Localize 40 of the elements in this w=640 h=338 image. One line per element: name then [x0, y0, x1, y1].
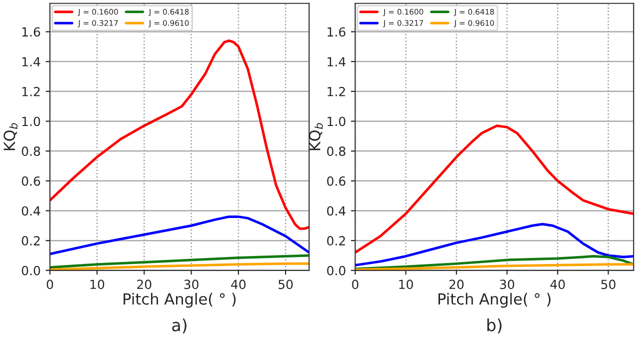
- y-tick-label: 0.2: [327, 236, 345, 246]
- x-tick-label: 30: [184, 280, 198, 290]
- x-tick-label: 10: [399, 280, 413, 290]
- x-axis-title: Pitch Angle( ° ): [124, 292, 236, 308]
- x-tick-label: 20: [137, 280, 152, 290]
- y-tick-label: 1.6: [22, 27, 40, 37]
- x-tick-label: 0: [352, 280, 358, 290]
- y-tick-label: 0.4: [22, 206, 40, 216]
- text: b): [487, 318, 502, 334]
- y-tick-label: 0.4: [327, 206, 346, 216]
- y-tick-label: 0.6: [22, 176, 40, 186]
- y-tick-label: 1.6: [328, 27, 346, 37]
- x-tick-label: 0: [46, 280, 54, 290]
- y-tick-label: 1.2: [328, 86, 345, 96]
- y-tick-label: 0.8: [22, 146, 40, 156]
- x-tick-label: 20: [449, 280, 464, 290]
- y-axis-title: KQ$_{b}$: [4, 123, 18, 150]
- y-tick-label: 0.0: [22, 266, 40, 276]
- line-series: [50, 215, 310, 256]
- y-axis-title: KQ$_{b}$: [308, 123, 323, 150]
- x-tick-label: 50: [278, 280, 293, 290]
- line-series: [355, 124, 634, 254]
- x-tick-label: 10: [90, 280, 104, 290]
- x-tick-label: 40: [550, 280, 565, 290]
- x-tick-label: 30: [500, 280, 514, 290]
- y-tick-label: 0.6: [327, 176, 346, 186]
- x-axis-title: Pitch Angle( ° ): [438, 292, 550, 308]
- y-tick-label: 1.0: [328, 116, 346, 126]
- y-tick-label: 0.0: [327, 266, 346, 276]
- line-series: [50, 39, 310, 230]
- y-tick-label: 1.4: [328, 57, 346, 66]
- y-tick-label: 0.8: [327, 146, 346, 156]
- y-tick-label: 1.0: [22, 116, 40, 126]
- x-tick-label: 40: [231, 280, 246, 290]
- x-tick-label: 50: [601, 280, 616, 290]
- text: a): [172, 318, 186, 334]
- line-series: [355, 222, 634, 266]
- y-tick-label: 1.2: [22, 86, 40, 96]
- y-tick-label: 1.4: [22, 57, 40, 66]
- y-tick-label: 0.2: [22, 236, 40, 246]
